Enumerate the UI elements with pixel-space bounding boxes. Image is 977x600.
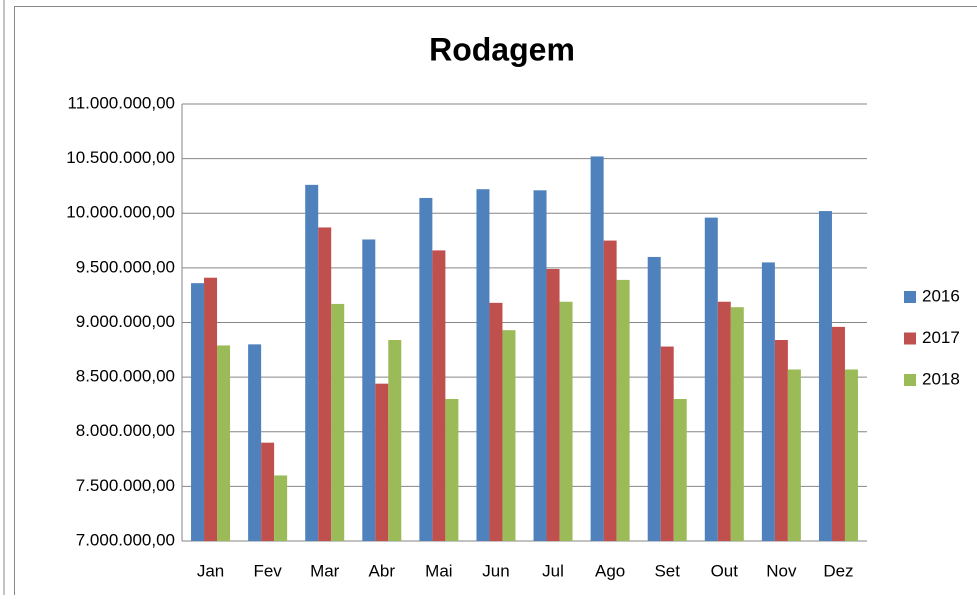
bar xyxy=(534,190,547,541)
bar xyxy=(476,189,489,541)
bar xyxy=(718,302,731,541)
bar xyxy=(419,198,432,541)
bar xyxy=(248,344,261,541)
bar xyxy=(617,280,630,541)
y-tick-label: 10.000.000,00 xyxy=(66,203,175,222)
x-tick-label: Jun xyxy=(482,561,509,580)
bar xyxy=(560,302,573,541)
bar xyxy=(788,369,801,541)
bar xyxy=(445,399,458,541)
bar xyxy=(432,250,445,541)
bar xyxy=(217,345,230,541)
x-tick-label: Set xyxy=(654,561,680,580)
y-tick-label: 9.500.000,00 xyxy=(76,257,175,276)
x-tick-label: Fev xyxy=(253,561,282,580)
bar xyxy=(705,218,718,541)
bar xyxy=(191,283,204,541)
y-tick-label: 8.000.000,00 xyxy=(76,421,175,440)
x-tick-label: Mar xyxy=(310,561,340,580)
x-tick-label: Jul xyxy=(542,561,564,580)
y-tick-label: 7.500.000,00 xyxy=(76,476,175,495)
bar xyxy=(731,307,744,541)
legend-swatch xyxy=(904,374,916,386)
legend-label: 2016 xyxy=(922,286,960,305)
bar xyxy=(591,156,604,541)
bar xyxy=(375,384,388,541)
bar xyxy=(845,369,858,541)
y-tick-label: 9.000.000,00 xyxy=(76,312,175,331)
bar xyxy=(762,262,775,541)
y-tick-label: 7.000.000,00 xyxy=(76,530,175,549)
bar xyxy=(274,475,287,541)
x-tick-label: Jan xyxy=(197,561,224,580)
bar xyxy=(261,443,274,541)
legend-label: 2017 xyxy=(922,328,960,347)
bar xyxy=(204,278,217,541)
y-tick-label: 8.500.000,00 xyxy=(76,367,175,386)
bar xyxy=(674,399,687,541)
x-tick-label: Nov xyxy=(766,561,797,580)
x-tick-label: Mai xyxy=(425,561,452,580)
x-tick-label: Dez xyxy=(823,561,853,580)
bar xyxy=(489,303,502,541)
bar xyxy=(832,327,845,541)
y-tick-label: 11.000.000,00 xyxy=(68,93,175,112)
bar xyxy=(819,211,832,541)
bar xyxy=(547,269,560,541)
bar xyxy=(362,239,375,541)
legend-swatch xyxy=(904,291,916,303)
bar xyxy=(502,330,515,541)
x-tick-label: Ago xyxy=(595,561,625,580)
x-tick-label: Abr xyxy=(369,561,396,580)
y-tick-label: 10.500.000,00 xyxy=(66,148,175,167)
bar xyxy=(661,347,674,541)
bar xyxy=(648,257,661,541)
chart-title: Rodagem xyxy=(429,31,575,67)
legend-label: 2018 xyxy=(922,369,960,388)
bar xyxy=(604,241,617,541)
legend-swatch xyxy=(904,333,916,345)
bar xyxy=(318,227,331,541)
bar xyxy=(388,340,401,541)
x-tick-label: Out xyxy=(711,561,739,580)
bar xyxy=(331,304,344,541)
bar xyxy=(305,185,318,541)
bar xyxy=(775,340,788,541)
